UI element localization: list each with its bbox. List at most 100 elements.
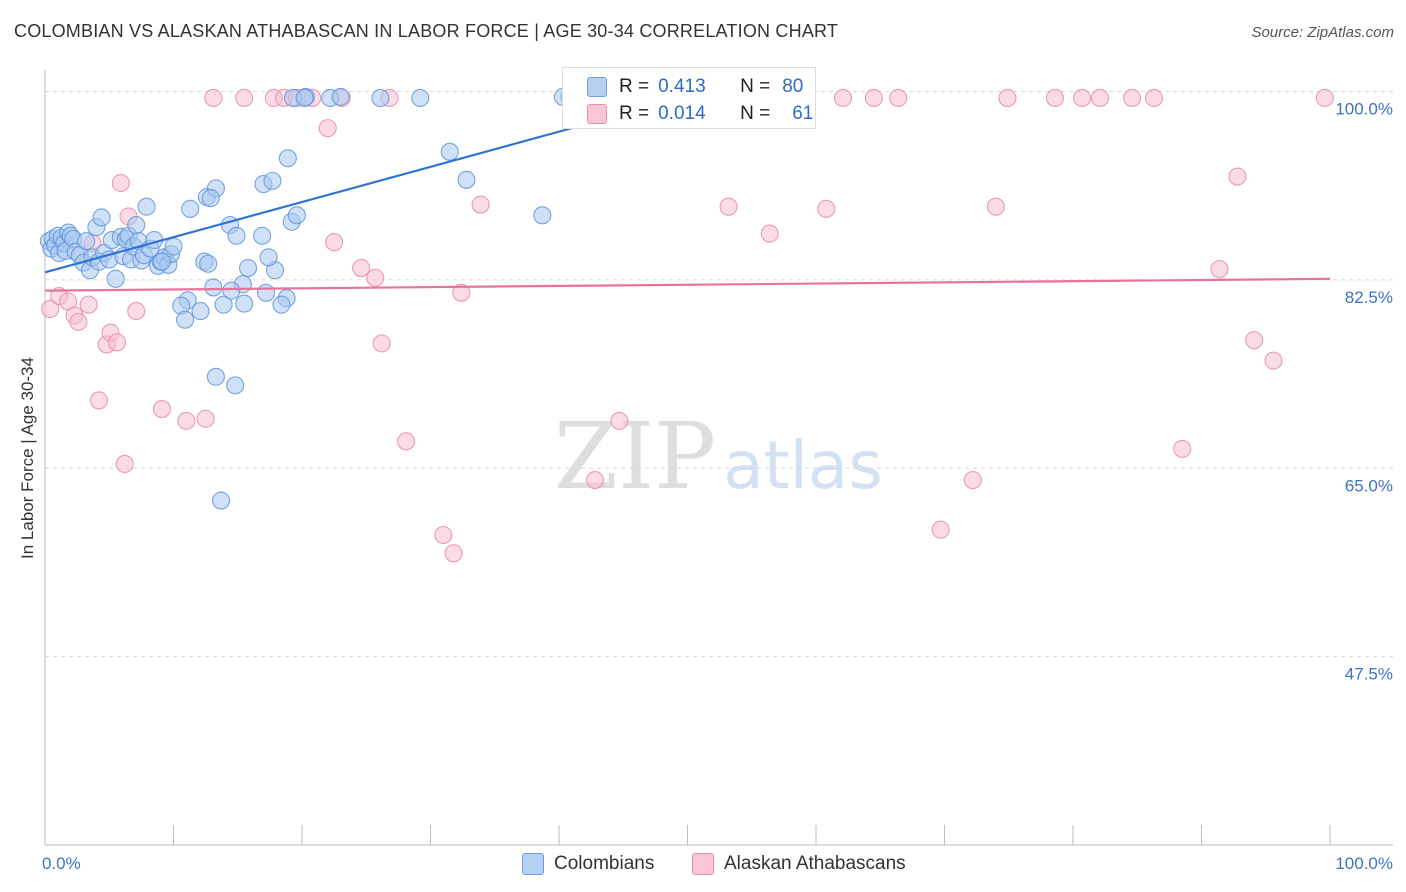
colombians-trend-line: [44, 127, 573, 274]
alaskan-athabascans-point: [204, 88, 223, 108]
alaskan-athabascans-point: [1245, 331, 1264, 350]
alaskan-athabascans-point: [1315, 88, 1334, 108]
gridlines: [45, 91, 1393, 658]
watermark-atlas: atlas: [723, 427, 883, 504]
legend-n-value: 61: [792, 103, 814, 124]
alaskan-athabascans-point: [817, 199, 836, 218]
alaskan-athabascans-point: [1210, 260, 1229, 279]
alaskan-athabascans-point: [352, 259, 371, 278]
colombians-point: [222, 281, 241, 300]
colombians-point: [152, 252, 171, 271]
colombians-point: [106, 269, 125, 288]
colombians-point: [533, 206, 552, 225]
alaskan-athabascans-point: [115, 454, 134, 474]
colombians-point: [164, 237, 183, 256]
source-label: Source: ZipAtlas.com: [1251, 24, 1394, 41]
alaskan-athabascans-point: [397, 432, 416, 451]
legend-swatch-pink: [692, 853, 714, 875]
stats-legend: R = 0.413 N = 80 R = 0.014 N = 61: [562, 67, 816, 129]
alaskan-athabascans-point: [760, 224, 779, 243]
alaskan-athabascans-point: [610, 411, 629, 430]
colombians-point: [440, 142, 459, 161]
alaskan-athabascans-point: [833, 88, 853, 108]
bottom-legend-alaskan: Alaskan Athabascans: [692, 852, 906, 876]
alaskan-athabascans-point: [107, 333, 127, 352]
alaskan-athabascans-point: [325, 233, 344, 252]
colombians-point: [214, 295, 233, 314]
colombians-point: [137, 197, 156, 216]
colombians-point: [256, 283, 276, 302]
colombians-point: [259, 248, 278, 267]
colombians-point: [226, 376, 245, 395]
alaskan-athabascans-point: [1072, 88, 1092, 108]
colombians-point: [176, 310, 195, 329]
alaskan-athabascans-point: [434, 525, 453, 545]
legend-swatch-pink: [587, 104, 607, 124]
y-tick-label: 65.0%: [1345, 476, 1393, 495]
alaskan-athabascans-point: [1144, 88, 1164, 108]
legend-r-label: R =: [619, 76, 650, 97]
alaskan-athabascans-point: [111, 173, 130, 193]
legend-row-colombians: R = 0.413 N = 80: [587, 75, 803, 99]
y-tick-label: 47.5%: [1345, 665, 1393, 684]
alaskan-athabascans-point: [69, 312, 88, 331]
alaskan-athabascans-point: [585, 471, 605, 490]
legend-row-alaskan: R = 0.014 N = 61: [587, 102, 813, 126]
colombians-point: [181, 199, 200, 218]
legend-r-label: R =: [619, 103, 650, 124]
series-colombians: [39, 87, 585, 510]
y-axis-label: In Labor Force | Age 30-34: [18, 357, 37, 559]
legend-r-value: 0.413: [658, 76, 706, 97]
x-tick-label: 100.0%: [1335, 854, 1393, 873]
legend-label-colombians: Colombians: [554, 853, 655, 874]
alaskan-athabascans-point: [889, 88, 908, 108]
y-tick-label: 100.0%: [1335, 100, 1393, 119]
colombians-point: [191, 302, 210, 321]
alaskan-athabascans-point: [471, 195, 490, 214]
alaskan-athabascans-point: [1090, 88, 1110, 108]
colombians-point: [77, 232, 96, 251]
alaskan-athabascans-point: [1045, 88, 1065, 108]
alaskan-athabascans-trend-line: [44, 277, 1331, 292]
alaskan-athabascans-point: [452, 283, 471, 302]
tick-labels: 47.5% 65.0% 82.5% 100.0% 0.0% 100.0%: [42, 100, 1393, 873]
alaskan-athabascans-point: [1123, 88, 1142, 108]
alaskan-athabascans-point: [152, 400, 171, 419]
alaskan-athabascans-point: [444, 544, 463, 563]
y-tick-label: 82.5%: [1345, 288, 1393, 307]
alaskan-athabascans-point: [1264, 351, 1283, 370]
colombians-point: [457, 170, 476, 189]
colombians-point: [92, 208, 111, 227]
colombians-point: [127, 215, 146, 235]
legend-n-value: 80: [782, 76, 804, 97]
alaskan-athabascans-point: [318, 119, 337, 138]
axes: [44, 70, 1393, 846]
colombians-point: [238, 259, 258, 278]
legend-label-alaskan: Alaskan Athabascans: [724, 853, 906, 874]
colombians-point: [263, 171, 282, 190]
colombians-point: [253, 226, 272, 245]
legend-r-value: 0.014: [658, 103, 706, 124]
alaskan-athabascans-point: [366, 268, 385, 287]
chart-title: COLOMBIAN VS ALASKAN ATHABASCAN IN LABOR…: [14, 21, 839, 41]
colombians-point: [272, 295, 291, 314]
watermark-zip: ZIP: [554, 403, 716, 510]
alaskan-athabascans-point: [864, 88, 883, 108]
colombians-point: [211, 491, 231, 510]
alaskan-athabascans-point: [41, 299, 60, 319]
bottom-legend-colombians: Colombians: [522, 852, 654, 876]
alaskan-athabascans-point: [719, 197, 738, 216]
alaskan-athabascans-point: [998, 88, 1017, 108]
alaskan-athabascans-point: [196, 409, 215, 428]
alaskan-athabascans-point: [963, 471, 982, 490]
alaskan-athabascans-point: [1228, 167, 1247, 186]
legend-n-label: N =: [740, 103, 771, 124]
colombians-point: [204, 278, 223, 297]
colombians-point: [295, 88, 314, 108]
trend-lines: [44, 127, 1331, 292]
colombians-point: [227, 226, 246, 245]
alaskan-athabascans-point: [79, 295, 98, 314]
colombians-point: [199, 254, 218, 273]
legend-n-label: N =: [740, 76, 771, 97]
